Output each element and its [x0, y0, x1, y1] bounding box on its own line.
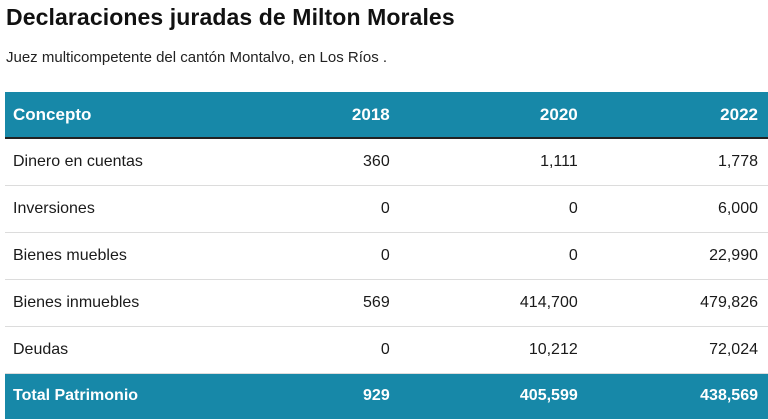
table-header-row: Concepto 2018 2020 2022: [5, 92, 768, 138]
row-label: Bienes muebles: [13, 246, 127, 264]
cell-value: 479,826: [700, 293, 758, 311]
cell-value: 1,778: [717, 152, 758, 170]
total-value: 405,599: [519, 387, 578, 405]
table-row: Bienes muebles 0 0 22,990: [5, 232, 768, 279]
total-value: 438,569: [700, 387, 758, 405]
cell-value: 1,111: [540, 152, 578, 170]
column-header-concepto: Concepto: [13, 104, 92, 124]
cell-value: 0: [380, 340, 390, 358]
total-label: Total Patrimonio: [13, 387, 139, 405]
cell-value: 0: [380, 199, 390, 217]
table-row: Inversiones 0 0 6,000: [5, 185, 768, 232]
chart-title: Declaraciones juradas de Milton Morales: [6, 4, 455, 30]
total-row: Total Patrimonio 929 405,599 438,569: [5, 373, 768, 419]
row-label: Bienes inmuebles: [13, 293, 140, 311]
chart-subtitle: Juez multicompetente del cantón Montalvo…: [6, 49, 388, 66]
cell-value: 0: [568, 246, 578, 264]
table-row: Deudas 0 10,212 72,024: [5, 326, 768, 373]
cell-value: 0: [380, 246, 390, 264]
cell-value: 360: [363, 152, 390, 170]
table-row: Dinero en cuentas 360 1,111 1,778: [5, 138, 768, 185]
row-label: Deudas: [13, 340, 69, 358]
cell-value: 414,700: [519, 293, 578, 311]
data-table: Concepto 2018 2020 2022 Dinero en cuenta…: [5, 92, 768, 419]
column-header-2022: 2022: [720, 104, 758, 124]
table-row: Bienes inmuebles 569 414,700 479,826: [5, 279, 768, 326]
total-value: 929: [363, 387, 390, 405]
cell-value: 569: [363, 293, 390, 311]
cell-value: 0: [568, 199, 578, 217]
column-header-2020: 2020: [539, 104, 578, 124]
cell-value: 6,000: [717, 199, 758, 217]
row-label: Inversiones: [13, 199, 95, 217]
column-header-2018: 2018: [351, 104, 390, 124]
cell-value: 72,024: [709, 340, 758, 358]
cell-value: 22,990: [709, 246, 758, 264]
row-label: Dinero en cuentas: [13, 152, 143, 170]
cell-value: 10,212: [528, 340, 578, 358]
